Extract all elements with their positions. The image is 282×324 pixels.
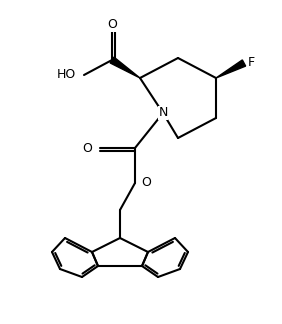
Text: N: N	[158, 107, 168, 120]
Text: F: F	[247, 56, 255, 70]
Text: HO: HO	[57, 68, 76, 82]
Text: O: O	[82, 142, 92, 155]
Text: O: O	[107, 18, 117, 31]
Polygon shape	[216, 60, 246, 78]
Polygon shape	[110, 57, 140, 78]
Text: O: O	[141, 177, 151, 190]
